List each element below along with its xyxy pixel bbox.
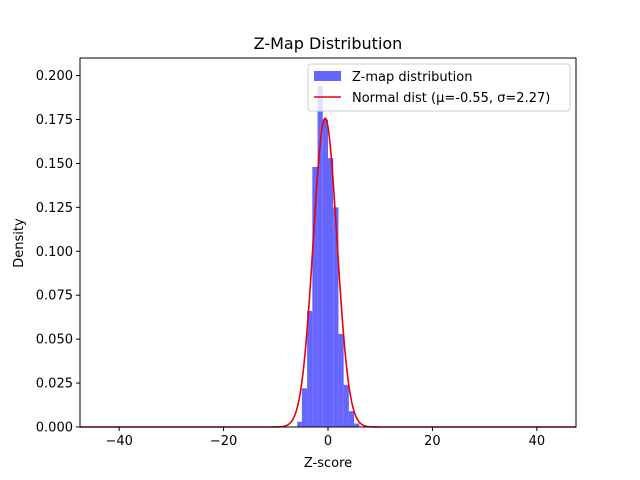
y-axis-label: Density	[12, 218, 27, 268]
x-axis-label: Z-score	[304, 456, 352, 471]
chart-title: Z-Map Distribution	[254, 34, 403, 53]
legend-histogram-swatch	[314, 71, 341, 81]
x-tick-label: 40	[529, 434, 546, 449]
histogram-bar	[312, 166, 318, 427]
histogram-bar	[348, 411, 355, 427]
x-tick-label: −20	[210, 434, 237, 449]
histogram-bar	[301, 388, 308, 427]
y-tick-label: 0.075	[36, 289, 73, 304]
x-tick-label: 20	[424, 434, 441, 449]
y-tick-label: 0.000	[36, 421, 73, 436]
legend-box	[307, 63, 571, 112]
histogram-bar	[333, 207, 339, 427]
y-tick-label: 0.200	[36, 69, 73, 84]
histogram-bar	[338, 333, 344, 427]
histogram-bar	[297, 421, 302, 427]
x-axis-ticks: −40 −20 0 20 40	[105, 427, 545, 449]
y-tick-label: 0.175	[36, 113, 73, 128]
legend-histogram-label: Z-map distribution	[352, 70, 472, 85]
y-tick-label: 0.125	[36, 201, 73, 216]
y-axis-ticks: 0.000 0.025 0.050 0.075 0.100 0.125 0.150 0.175…	[36, 69, 80, 436]
histogram-bar	[307, 311, 313, 427]
histogram-bar	[354, 423, 360, 427]
histogram-bar	[328, 158, 334, 427]
x-tick-label: −40	[105, 434, 132, 449]
histogram-bar	[322, 119, 328, 427]
y-tick-label: 0.050	[36, 333, 73, 348]
legend-curve-label: Normal dist (μ=-0.55, σ=2.27)	[352, 91, 550, 106]
histogram-bar	[317, 86, 323, 427]
y-tick-label: 0.100	[36, 245, 73, 260]
legend: Z-map distribution Normal dist (μ=-0.55,…	[307, 63, 571, 112]
y-tick-label: 0.025	[36, 377, 73, 392]
histogram-bar	[343, 384, 349, 427]
x-tick-label: 0	[324, 434, 332, 449]
y-tick-label: 0.150	[36, 157, 73, 172]
histogram-bars	[297, 86, 360, 427]
